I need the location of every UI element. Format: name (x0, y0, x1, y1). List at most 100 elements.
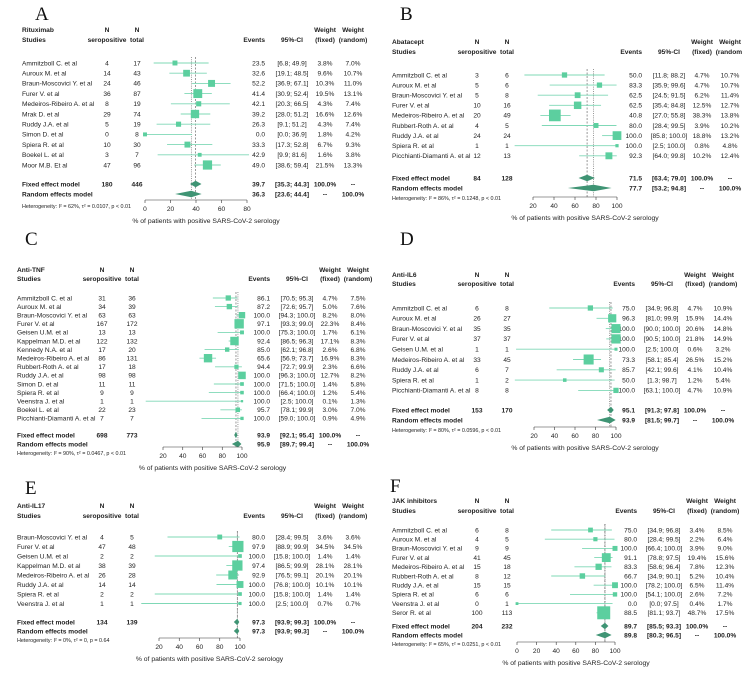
x-axis-tick-label: 40 (550, 203, 558, 210)
random-model-ci: [89.7; 99.4] (280, 441, 314, 448)
study-n-seropositive: 47 (103, 162, 111, 169)
study-events: 26.3 (252, 122, 265, 129)
study-name: Kappelman M.D. et al (17, 338, 81, 345)
study-events: 100.0 (253, 373, 270, 380)
study-point-estimate-square (596, 82, 603, 88)
total-header: total (125, 276, 139, 283)
heterogeneity-stats: Heterogeneity: I² = 86%, τ² = 0.1248, p … (392, 196, 501, 202)
events-header: Events (620, 49, 642, 56)
study-point-estimate-square (613, 387, 619, 394)
n-header: N (475, 498, 480, 505)
fixed-model-diamond (234, 431, 238, 439)
weight-header: Weight (712, 272, 735, 279)
study-weight-random: 28.1% (344, 563, 363, 570)
study-row: Picchianti-Diamanti A. et al 12 13 92.3 [64.… (392, 152, 739, 160)
study-n-seropositive: 9 (475, 546, 479, 553)
random-effect-model-row: Random effects model 77.7 [53.2; 94.8] -- 10… (392, 184, 741, 192)
study-point-estimate-square (228, 570, 238, 580)
study-weight-fixed: 4.7% (694, 72, 709, 79)
random-model-weight-fixed: -- (323, 191, 327, 198)
random-model-events: 93.9 (622, 417, 635, 424)
fixed-model-events: 39.7 (252, 181, 265, 188)
fixed-model-n-seropositive: 204 (471, 623, 482, 630)
study-ci: [0.0; 36.9] (277, 132, 306, 139)
study-point-estimate-square (240, 330, 244, 335)
study-n-total: 1 (505, 601, 509, 608)
panel-letter: E (25, 478, 37, 499)
fixed-model-n-seropositive: 180 (101, 181, 112, 188)
study-ci: [2.5; 100.0] (646, 347, 679, 354)
study-point-estimate-square (238, 371, 246, 380)
study-weight-fixed: 4.7% (694, 82, 709, 89)
x-axis-tick-label: 0 (143, 206, 147, 213)
study-n-total: 39 (128, 563, 136, 570)
study-weight-random: 8.3% (350, 338, 365, 345)
study-weight-fixed: 3.9% (689, 546, 704, 553)
study-n-seropositive: 98 (98, 373, 106, 380)
study-name: Ruddy J.A. et al (22, 122, 69, 129)
random-model-weight-random: 100.0% (712, 417, 735, 424)
study-weight-fixed: 19.4% (688, 555, 707, 562)
study-name: Simon D. et al (22, 132, 64, 139)
study-ci: [76.8; 100.0] (274, 582, 311, 589)
study-ci: [11.8; 88.2] (653, 72, 686, 79)
panel-letter: F (390, 476, 401, 497)
study-events: 94.4 (257, 364, 270, 371)
study-events: 87.2 (257, 304, 270, 311)
fixed-model-weight-random: -- (721, 407, 725, 414)
study-ci: [38.6; 59.4] (276, 162, 309, 169)
study-name: Furer V. et al (22, 91, 60, 98)
study-events: 33.3 (252, 142, 265, 149)
weight-header: Weight (691, 39, 714, 46)
study-n-total: 98 (128, 373, 136, 380)
study-events: 97.9 (252, 544, 265, 551)
study-n-total: 39 (128, 304, 136, 311)
study-n-total: 96 (133, 162, 141, 169)
study-n-total: 36 (128, 295, 136, 302)
study-name: Ammitzboll C. et al (22, 60, 77, 67)
study-row: Ruddy J.A. et al 6 7 85.7 [42.1; 99.6] 4.1% 10… (392, 367, 732, 374)
study-events: 0.0 (256, 132, 265, 139)
study-n-total: 8 (505, 527, 509, 534)
study-point-estimate-square (184, 141, 191, 148)
study-events: 62.5 (629, 93, 642, 100)
study-point-estimate-square (183, 69, 190, 77)
study-weight-random: 8.2% (350, 373, 365, 380)
study-n-total: 46 (133, 81, 141, 88)
study-row: Spiera R. et al 1 1 100.0 [2.5; 100.0] 0.8% 4.… (392, 143, 738, 150)
study-ci: [0.0; 97.5] (649, 601, 678, 608)
x-axis-tick-label: 60 (218, 206, 226, 213)
random-effect-model-row: Random effects model 93.9 [81.5; 99.7] -- 10… (392, 416, 735, 424)
study-n-total: 14 (128, 582, 136, 589)
events-header: Events (615, 508, 637, 515)
study-n-seropositive: 12 (473, 153, 481, 160)
study-ci: [90.0; 100.0] (644, 326, 681, 333)
study-events: 100.0 (253, 313, 270, 320)
study-n-total: 11 (129, 381, 136, 388)
study-name: Braun-Moscovici Y. et al (17, 534, 88, 541)
study-point-estimate-square (562, 378, 567, 382)
study-ci: [9.9; 81.6] (277, 152, 306, 159)
study-weight-fixed: 4.7% (687, 305, 702, 312)
study-point-estimate-square (238, 592, 242, 596)
random-model-diamond (567, 184, 612, 192)
study-ci: [64.0; 99.8] (653, 153, 686, 160)
ci-header: 95%-CI (281, 513, 303, 520)
study-point-estimate-square (573, 101, 582, 110)
study-ci: [9.1; 51.2] (277, 122, 306, 129)
fixed-model-weight-fixed: 100.0% (314, 619, 337, 626)
study-events: 32.6 (252, 71, 265, 78)
x-axis-tick-label: 40 (179, 453, 187, 460)
study-name: Medeiros-Ribeiro A. et al (392, 564, 465, 571)
study-n-seropositive: 20 (473, 113, 481, 120)
study-ci: [78.2; 100.0] (646, 583, 683, 590)
x-axis-tick-label: 40 (551, 433, 559, 440)
study-n-seropositive: 5 (475, 82, 479, 89)
study-weight-fixed: 4.7% (322, 295, 337, 302)
study-ci: [2.5; 100.0] (653, 143, 686, 150)
study-events: 100.0 (625, 133, 642, 140)
study-row: Geisen U.M. et al 2 2 100.0 [15.8; 100.0] 1.4… (17, 553, 361, 560)
x-axis-tick-label: 20 (530, 433, 538, 440)
study-weight-random: 11.4% (721, 93, 739, 100)
